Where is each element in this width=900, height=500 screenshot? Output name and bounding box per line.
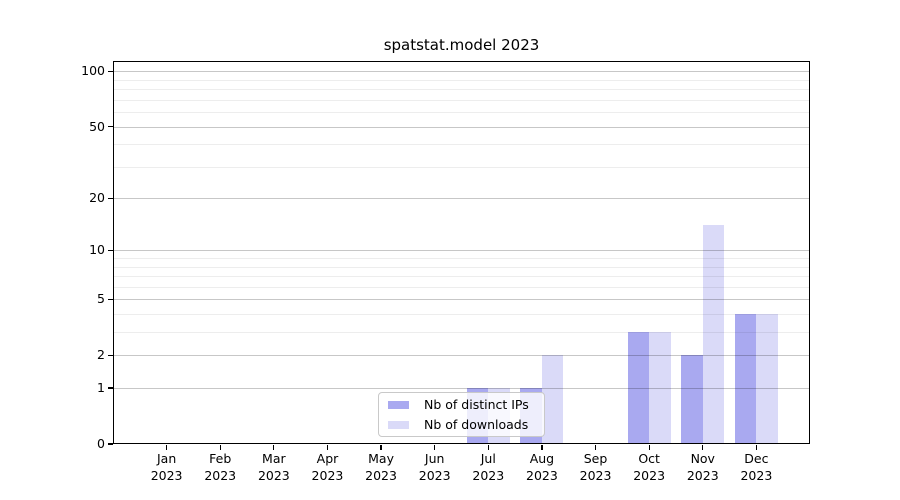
x-tick-mark-aug	[541, 445, 543, 450]
x-tick-mark-mar	[273, 445, 275, 450]
x-tick-label-jun: Jun 2023	[403, 450, 467, 484]
y-tick-mark-0	[108, 443, 113, 445]
x-tick-year: 2023	[526, 468, 558, 483]
y-tick-label-0: 0	[97, 436, 105, 451]
x-tick-month: Oct	[638, 451, 660, 466]
x-tick-mark-feb	[219, 445, 221, 450]
x-tick-mark-apr	[326, 445, 329, 450]
x-tick-year: 2023	[740, 468, 773, 483]
x-tick-year: 2023	[204, 468, 237, 483]
y-tick-mark-20	[108, 197, 113, 199]
plot-area: Nb of distinct IPs Nb of downloads	[113, 61, 810, 444]
bar-nov-distinct-ips	[681, 355, 703, 444]
x-tick-label-may: May 2023	[349, 450, 413, 484]
x-tick-mark-dec	[755, 445, 757, 450]
x-tick-month: Jun	[424, 451, 445, 466]
y-tick-mark-5	[108, 298, 113, 300]
y-tick-mark-1	[108, 387, 113, 389]
x-tick-mark-jun	[434, 445, 436, 450]
legend-label-distinct-ips: Nb of distinct IPs	[424, 397, 529, 412]
x-tick-label-oct: Oct 2023	[617, 450, 681, 484]
bar-aug-downloads	[541, 355, 564, 444]
x-tick-year: 2023	[311, 468, 344, 483]
x-tick-year: 2023	[365, 468, 397, 483]
legend-row-0: Nb of distinct IPs	[388, 397, 535, 412]
x-tick-year: 2023	[150, 468, 183, 483]
x-tick-month: Mar	[262, 451, 286, 466]
x-tick-label-mar: Mar 2023	[242, 450, 306, 484]
x-tick-label-apr: Apr 2023	[295, 450, 359, 484]
x-tick-mark-oct	[648, 445, 650, 450]
bar-dec-downloads	[756, 314, 778, 444]
x-tick-mark-sep	[594, 445, 597, 450]
y-tick-label-20: 20	[89, 190, 105, 206]
legend-swatch-downloads	[388, 420, 409, 429]
x-tick-mark-may	[380, 445, 382, 450]
legend: Nb of distinct IPs Nb of downloads	[378, 392, 545, 437]
bar-nov-downloads	[702, 225, 725, 444]
x-tick-month: Nov	[690, 451, 715, 466]
legend-label-downloads: Nb of downloads	[424, 417, 529, 432]
y-tick-mark-10	[108, 249, 113, 252]
x-tick-mark-nov	[702, 445, 704, 450]
x-tick-label-nov: Nov 2023	[671, 450, 735, 484]
x-tick-year: 2023	[686, 468, 719, 483]
chart-title: spatstat.model 2023	[383, 36, 540, 54]
x-tick-month: Jul	[480, 451, 496, 466]
x-tick-month: Sep	[583, 451, 608, 466]
x-tick-year: 2023	[418, 468, 451, 483]
x-tick-year: 2023	[472, 468, 505, 483]
y-tick-label-2: 2	[97, 347, 105, 363]
y-tick-label-50: 50	[89, 118, 105, 134]
x-tick-month: Feb	[209, 451, 232, 466]
y-tick-mark-2	[108, 354, 113, 356]
x-tick-month: May	[368, 451, 394, 466]
x-tick-month: Jan	[156, 451, 177, 466]
bar-oct-downloads	[649, 332, 671, 444]
x-tick-mark-jan	[166, 445, 168, 450]
y-tick-label-5: 5	[97, 291, 105, 307]
x-tick-label-feb: Feb 2023	[188, 450, 252, 484]
x-tick-month: Aug	[529, 451, 555, 466]
x-tick-label-jan: Jan 2023	[135, 450, 199, 484]
x-tick-month: Apr	[316, 451, 339, 466]
x-tick-year: 2023	[579, 468, 612, 483]
x-tick-label-aug: Aug 2023	[510, 450, 574, 484]
legend-row-1: Nb of downloads	[388, 417, 535, 432]
y-tick-label-100: 100	[81, 63, 105, 79]
bar-oct-distinct-ips	[627, 332, 650, 444]
x-tick-year: 2023	[633, 468, 666, 483]
x-tick-label-sep: Sep 2023	[564, 450, 628, 484]
x-tick-month: Dec	[744, 451, 769, 466]
bars-layer	[113, 61, 810, 444]
x-tick-label-dec: Dec 2023	[724, 450, 788, 484]
y-tick-label-10: 10	[89, 242, 105, 258]
legend-swatch-distinct-ips	[388, 400, 409, 409]
y-tick-mark-100	[108, 70, 113, 73]
y-tick-mark-50	[108, 126, 113, 128]
bar-dec-distinct-ips	[734, 314, 757, 444]
x-tick-year: 2023	[257, 468, 290, 483]
y-tick-label-1: 1	[97, 380, 105, 396]
x-tick-mark-jul	[487, 445, 489, 450]
x-tick-label-jul: Jul 2023	[456, 450, 520, 484]
